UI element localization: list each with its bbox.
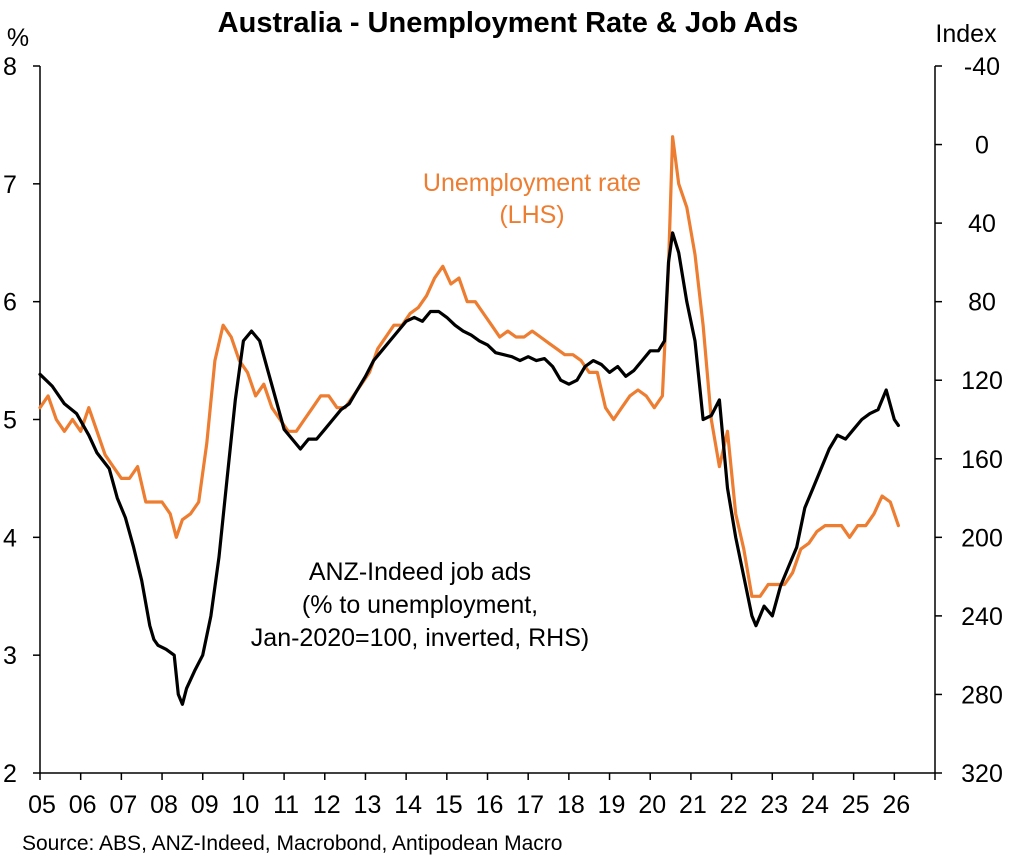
x-tick-label: 16 [476, 791, 504, 819]
x-tick-label: 25 [842, 791, 870, 819]
right-tick-label: -40 [964, 53, 1000, 81]
left-tick-label: 2 [3, 760, 17, 788]
right-tick-label: 200 [961, 524, 1003, 552]
right-tick-label: 120 [961, 367, 1003, 395]
right-tick-label: 80 [968, 289, 996, 317]
annotation-line: (% to unemployment, [302, 591, 538, 619]
left-axis-unit: % [7, 24, 29, 52]
x-tick-label: 22 [720, 791, 748, 819]
left-tick-label: 4 [3, 524, 17, 552]
x-tick-label: 18 [557, 791, 585, 819]
left-tick-label: 8 [3, 53, 17, 81]
left-tick-label: 6 [3, 289, 17, 317]
unemployment-rate-line [38, 135, 900, 598]
annotation-line: (LHS) [499, 201, 564, 229]
left-tick-label: 5 [3, 407, 17, 435]
left-tick-label: 3 [3, 642, 17, 670]
right-axis-unit: Index [935, 20, 997, 48]
right-tick-label: 0 [975, 132, 989, 160]
x-tick-label: 21 [679, 791, 707, 819]
x-tick-label: 10 [232, 791, 260, 819]
chart-title: Australia - Unemployment Rate & Job Ads [218, 7, 799, 39]
source-note: Source: ABS, ANZ-Indeed, Macrobond, Anti… [22, 832, 562, 855]
annotation-line: Unemployment rate [423, 169, 641, 197]
x-tick-label: 19 [598, 791, 626, 819]
job-ads-annotation: ANZ-Indeed job ads (% to unemployment, Jan… [251, 558, 589, 652]
series-layer [38, 135, 900, 706]
unemployment-rate-annotation: Unemployment rate (LHS) [423, 169, 641, 229]
right-tick-label: 240 [961, 603, 1003, 631]
annotations: Unemployment rate (LHS) ANZ-Indeed job ads… [251, 169, 641, 652]
right-tick-label: 280 [961, 681, 1003, 709]
x-tick-label: 12 [313, 791, 341, 819]
x-tick-label: 11 [273, 791, 299, 819]
right-tick-label: 160 [961, 446, 1003, 474]
x-tick-label: 08 [150, 791, 178, 819]
x-tick-label: 17 [516, 791, 544, 819]
x-tick-label: 23 [760, 791, 788, 819]
annotation-line: Jan-2020=100, inverted, RHS) [251, 624, 589, 652]
x-tick-label: 05 [28, 791, 56, 819]
x-tick-label: 20 [638, 791, 666, 819]
x-tick-label: 07 [109, 791, 137, 819]
job-ads-line [38, 231, 900, 706]
x-tick-label: 15 [435, 791, 463, 819]
x-tick-label: 06 [69, 791, 97, 819]
x-tick-label: 24 [801, 791, 829, 819]
x-tick-label: 13 [354, 791, 382, 819]
right-tick-label: 320 [961, 760, 1003, 788]
x-tick-label: 09 [191, 791, 219, 819]
x-tick-label: 26 [882, 791, 910, 819]
left-tick-label: 7 [3, 171, 17, 199]
annotation-line: ANZ-Indeed job ads [309, 558, 531, 586]
right-tick-label: 40 [968, 210, 996, 238]
x-tick-label: 14 [394, 791, 422, 819]
